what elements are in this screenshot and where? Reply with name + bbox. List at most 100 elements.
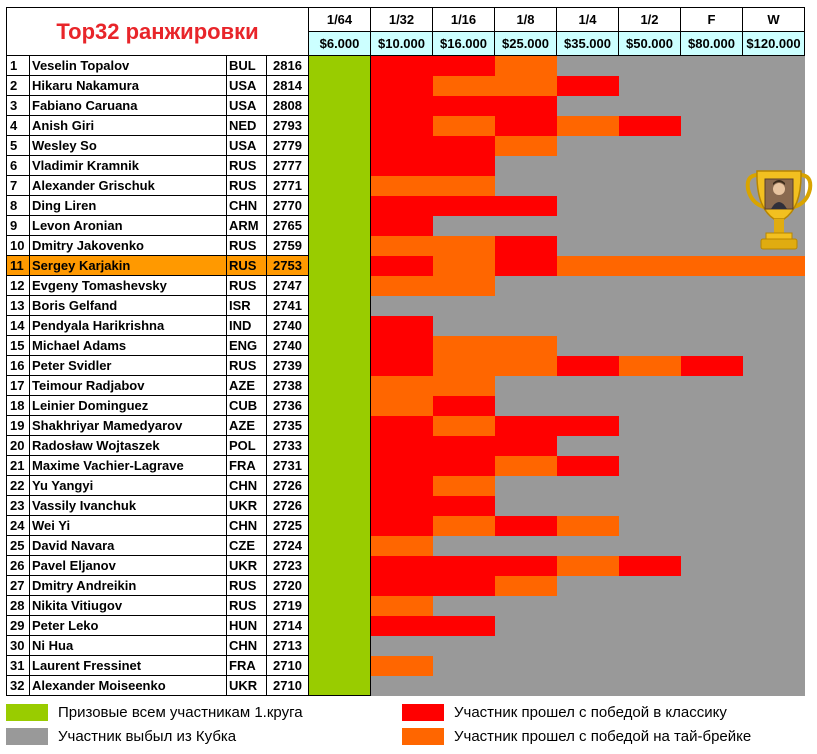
table-row: 19 Shakhriyar Mamedyarov AZE 2735 [6, 415, 805, 436]
round-result-cell [494, 335, 557, 356]
country-cell: FRA [226, 655, 267, 676]
legend-swatch-red [402, 704, 444, 721]
player-name: Pendyala Harikrishna [29, 315, 227, 336]
round-result-cell [556, 495, 619, 516]
prize-header: $6.000 [308, 31, 371, 56]
round-result-cell [432, 315, 495, 336]
round-result-cell [556, 615, 619, 636]
round-result-cell [432, 455, 495, 476]
round-result-cell [432, 655, 495, 676]
player-name: Wei Yi [29, 515, 227, 536]
round-result-cell [742, 675, 805, 696]
table-row: 2 Hikaru Nakamura USA 2814 [6, 75, 805, 96]
round-result-cell [494, 55, 557, 76]
rank-cell: 22 [6, 475, 30, 496]
round-result-cell [618, 595, 681, 616]
rating-cell: 2740 [266, 335, 309, 356]
round-header: 1/2 [618, 7, 681, 32]
round-result-cell [680, 575, 743, 596]
legend: Призовые всем участникам 1.круга Участни… [6, 704, 814, 750]
round-result-cell [494, 615, 557, 636]
player-name: Alexander Moiseenko [29, 675, 227, 696]
country-cell: UKR [226, 555, 267, 576]
table-row: 16 Peter Svidler RUS 2739 [6, 355, 805, 376]
round-cell-1-64 [308, 115, 371, 136]
round-result-cell [556, 215, 619, 236]
round-result-cell [370, 235, 433, 256]
rank-cell: 27 [6, 575, 30, 596]
table-row: 22 Yu Yangyi CHN 2726 [6, 475, 805, 496]
round-result-cell [432, 475, 495, 496]
round-cell-1-64 [308, 535, 371, 556]
round-result-cell [556, 75, 619, 96]
round-result-cell [494, 275, 557, 296]
round-result-cell [742, 135, 805, 156]
round-result-cell [432, 375, 495, 396]
round-result-cell [742, 335, 805, 356]
country-cell: CHN [226, 475, 267, 496]
round-cell-1-64 [308, 235, 371, 256]
country-cell: RUS [226, 155, 267, 176]
round-result-cell [432, 495, 495, 516]
legend-label-orange: Участник прошел с победой на тай-брейке [454, 728, 752, 745]
round-result-cell [680, 455, 743, 476]
round-result-cell [742, 575, 805, 596]
round-result-cell [494, 295, 557, 316]
round-result-cell [432, 595, 495, 616]
rank-cell: 3 [6, 95, 30, 116]
player-name: Peter Svidler [29, 355, 227, 376]
rank-cell: 7 [6, 175, 30, 196]
prize-header: $50.000 [618, 31, 681, 56]
rating-cell: 2710 [266, 655, 309, 676]
rating-cell: 2735 [266, 415, 309, 436]
rank-cell: 8 [6, 195, 30, 216]
round-result-cell [432, 435, 495, 456]
round-result-cell [494, 435, 557, 456]
table-row: 29 Peter Leko HUN 2714 [6, 615, 805, 636]
rating-cell: 2740 [266, 315, 309, 336]
table-row: 17 Teimour Radjabov AZE 2738 [6, 375, 805, 396]
round-header: 1/32 [370, 7, 433, 32]
rank-cell: 31 [6, 655, 30, 676]
round-cell-1-64 [308, 135, 371, 156]
round-result-cell [680, 515, 743, 536]
table-row: 8 Ding Liren CHN 2770 [6, 195, 805, 216]
player-name: Radosław Wojtaszek [29, 435, 227, 456]
rating-cell: 2777 [266, 155, 309, 176]
ranking-table: Top32 ранжировки 1/64 1/32 1/16 1/8 1/4 … [6, 7, 805, 696]
round-header: 1/8 [494, 7, 557, 32]
rating-cell: 2765 [266, 215, 309, 236]
round-result-cell [556, 475, 619, 496]
round-cell-1-64 [308, 375, 371, 396]
round-result-cell [618, 215, 681, 236]
table-row: 4 Anish Giri NED 2793 [6, 115, 805, 136]
rating-cell: 2725 [266, 515, 309, 536]
round-result-cell [680, 635, 743, 656]
table-row: 24 Wei Yi CHN 2725 [6, 515, 805, 536]
player-name: Michael Adams [29, 335, 227, 356]
round-result-cell [680, 655, 743, 676]
round-result-cell [618, 275, 681, 296]
round-result-cell [556, 195, 619, 216]
round-result-cell [680, 615, 743, 636]
player-name: David Navara [29, 535, 227, 556]
country-cell: IND [226, 315, 267, 336]
round-result-cell [618, 615, 681, 636]
page-title: Top32 ранжировки [6, 7, 309, 56]
ranking-grid: Top32 ранжировки 1/64 1/32 1/16 1/8 1/4 … [6, 7, 805, 696]
round-result-cell [556, 95, 619, 116]
table-row: 10 Dmitry Jakovenko RUS 2759 [6, 235, 805, 256]
country-cell: UKR [226, 675, 267, 696]
round-result-cell [432, 275, 495, 296]
table-row: 30 Ni Hua CHN 2713 [6, 635, 805, 656]
player-name: Dmitry Jakovenko [29, 235, 227, 256]
rating-cell: 2759 [266, 235, 309, 256]
header-row-rounds: Top32 ранжировки 1/64 1/32 1/16 1/8 1/4 … [6, 7, 805, 56]
round-cell-1-64 [308, 655, 371, 676]
round-result-cell [432, 295, 495, 316]
rank-cell: 10 [6, 235, 30, 256]
rating-cell: 2710 [266, 675, 309, 696]
round-result-cell [432, 515, 495, 536]
table-row: 26 Pavel Eljanov UKR 2723 [6, 555, 805, 576]
rank-cell: 19 [6, 415, 30, 436]
